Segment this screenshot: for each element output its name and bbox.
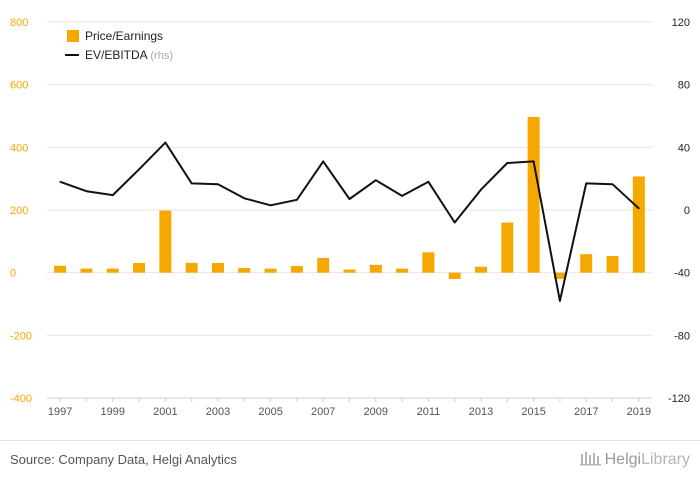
y-right-tick-label: 0 bbox=[684, 205, 690, 217]
bar-2003 bbox=[211, 262, 224, 273]
ev-ebitda-series-line bbox=[59, 141, 640, 302]
y-right-tick-label: 40 bbox=[678, 142, 690, 154]
x-tick-label: 2011 bbox=[417, 406, 441, 418]
bar-2001 bbox=[159, 210, 172, 273]
ev-ebitda-point-2000 bbox=[138, 168, 140, 171]
bar-1998 bbox=[80, 268, 93, 273]
ev-ebitda-point-2015 bbox=[532, 160, 535, 163]
y-right-tick-label: -80 bbox=[674, 330, 690, 342]
x-tick-label: 2007 bbox=[311, 406, 335, 418]
y-right-tick-label: -40 bbox=[674, 268, 690, 280]
ev-ebitda-point-2012 bbox=[453, 221, 456, 224]
x-tick-label: 2015 bbox=[521, 406, 545, 418]
ev-ebitda-point-2011 bbox=[427, 181, 430, 183]
y-left-tick-label: 800 bbox=[10, 17, 28, 29]
x-tick-label: 2017 bbox=[574, 406, 598, 418]
bar-2016 bbox=[553, 272, 566, 279]
bar-2000 bbox=[133, 262, 146, 273]
bar-2014 bbox=[501, 222, 514, 273]
y-right-tick-label: 120 bbox=[672, 17, 690, 29]
legend-swatch-price-earnings bbox=[67, 30, 79, 42]
bar-2011 bbox=[422, 252, 435, 273]
x-tick-label: 1997 bbox=[48, 406, 72, 418]
ev-ebitda-point-2016 bbox=[559, 300, 561, 302]
y-right-tick-label: -120 bbox=[668, 393, 690, 405]
bar-1997 bbox=[54, 265, 67, 273]
x-tick-label: 2003 bbox=[206, 406, 230, 418]
bar-2008 bbox=[343, 269, 356, 273]
ev-ebitda-point-2009 bbox=[375, 179, 377, 182]
x-tick-label: 2005 bbox=[258, 406, 282, 418]
bar-2017 bbox=[580, 254, 593, 273]
y-left-tick-label: 600 bbox=[10, 80, 28, 92]
source-text: Source: Company Data, Helgi Analytics bbox=[10, 452, 237, 467]
x-tick-label: 2019 bbox=[627, 406, 651, 418]
ev-ebitda-point-2002 bbox=[190, 182, 193, 185]
ev-ebitda-point-2013 bbox=[480, 188, 482, 191]
bar-2005 bbox=[264, 268, 277, 273]
legend-label-ev-ebitda: EV/EBITDA (rhs) bbox=[85, 48, 173, 62]
y-axis-right: 120 80 40 0 -40 -80 -120 bbox=[668, 17, 690, 405]
bar-2012 bbox=[448, 272, 461, 279]
ev-ebitda-point-1997 bbox=[59, 181, 61, 183]
y-right-tick-label: 80 bbox=[678, 80, 690, 92]
ev-ebitda-point-1999 bbox=[111, 194, 114, 196]
grid bbox=[47, 21, 652, 399]
library-shelf-icon bbox=[579, 452, 601, 466]
logo-text-helgi: Helgi bbox=[604, 451, 642, 468]
bar-2015 bbox=[527, 116, 540, 273]
legend-label-ev-ebitda-name: EV/EBITDA bbox=[85, 48, 148, 62]
helgi-library-logo[interactable]: HelgiLibrary bbox=[579, 450, 690, 469]
y-left-tick-label: 200 bbox=[10, 205, 28, 217]
footer: Source: Company Data, Helgi Analytics He… bbox=[0, 440, 700, 484]
ev-ebitda-point-2004 bbox=[243, 197, 246, 200]
bar-1999 bbox=[106, 268, 119, 273]
ev-ebitda-point-1998 bbox=[85, 190, 88, 192]
bar-2013 bbox=[475, 266, 488, 273]
y-left-tick-label: -200 bbox=[10, 330, 32, 342]
ev-ebitda-point-2018 bbox=[611, 183, 614, 185]
x-tick-label: 2009 bbox=[364, 406, 388, 418]
ev-ebitda-point-2017 bbox=[585, 182, 588, 185]
x-axis: 1997 1999 2001 2003 2005 2007 2009 2011 2013 2015… bbox=[47, 397, 652, 418]
ev-ebitda-point-2014 bbox=[506, 162, 509, 164]
bar-2007 bbox=[317, 257, 330, 273]
bar-2018 bbox=[606, 256, 619, 273]
ev-ebitda-point-2001 bbox=[164, 141, 167, 144]
bar-2004 bbox=[238, 267, 251, 273]
ev-ebitda-point-2006 bbox=[296, 199, 298, 201]
y-left-tick-label: 0 bbox=[10, 268, 16, 280]
price-earnings-bars bbox=[54, 116, 645, 279]
legend-label-price-earnings: Price/Earnings bbox=[85, 29, 163, 43]
bar-2006 bbox=[290, 266, 303, 273]
logo-text-library: Library bbox=[641, 451, 690, 468]
bar-2009 bbox=[369, 264, 382, 273]
bar-2019 bbox=[632, 176, 645, 273]
x-tick-label: 2013 bbox=[469, 406, 493, 418]
ev-ebitda-point-2019 bbox=[638, 207, 640, 210]
bar-2002 bbox=[185, 262, 198, 273]
x-tick-label: 2001 bbox=[153, 406, 177, 418]
y-axis-left: 800 600 400 200 0 -200 -400 bbox=[10, 17, 32, 405]
legend-label-rhs: (rhs) bbox=[150, 50, 173, 62]
ev-ebitda-point-2003 bbox=[217, 183, 219, 185]
ev-ebitda-point-2010 bbox=[401, 195, 403, 197]
ev-ebitda-line bbox=[59, 141, 640, 302]
y-left-tick-label: -400 bbox=[10, 393, 32, 405]
ev-ebitda-point-2005 bbox=[269, 204, 272, 207]
ev-ebitda-point-2007 bbox=[322, 160, 324, 163]
legend: Price/Earnings EV/EBITDA (rhs) bbox=[65, 29, 173, 62]
ev-ebitda-point-2008 bbox=[348, 198, 351, 200]
y-left-tick-label: 400 bbox=[10, 142, 28, 154]
bar-2010 bbox=[396, 268, 409, 273]
x-tick-label: 1999 bbox=[101, 406, 125, 418]
